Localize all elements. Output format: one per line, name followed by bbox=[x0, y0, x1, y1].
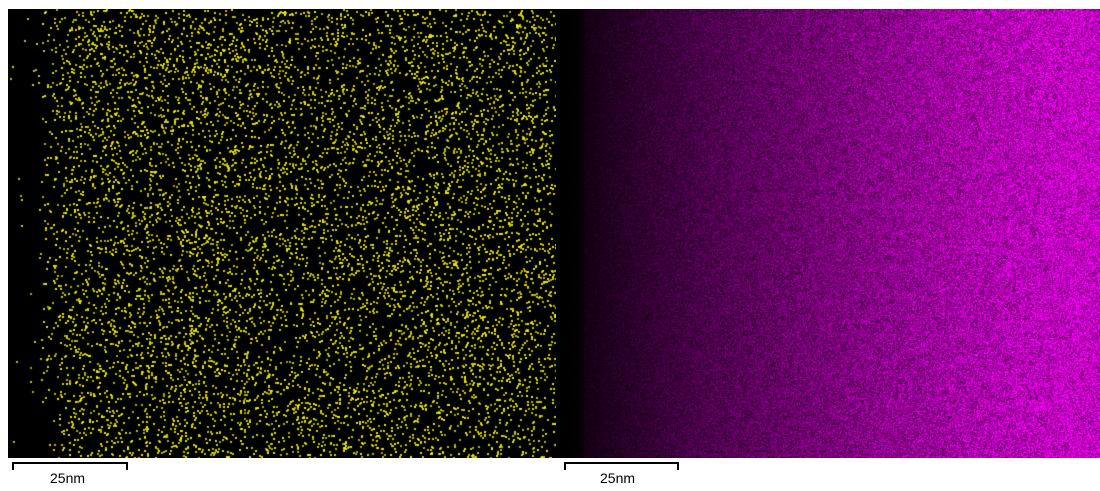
scale-bar-right bbox=[564, 462, 679, 470]
yellow-element-map bbox=[8, 9, 556, 458]
magenta-element-map bbox=[556, 9, 1100, 458]
scale-bar-left bbox=[12, 462, 128, 470]
scale-bar-label-left: 25nm bbox=[50, 470, 86, 486]
yellow-dot-distribution bbox=[8, 9, 556, 458]
scale-bar-label-right: 25nm bbox=[600, 470, 636, 486]
magenta-intensity-gradient bbox=[556, 9, 1100, 458]
